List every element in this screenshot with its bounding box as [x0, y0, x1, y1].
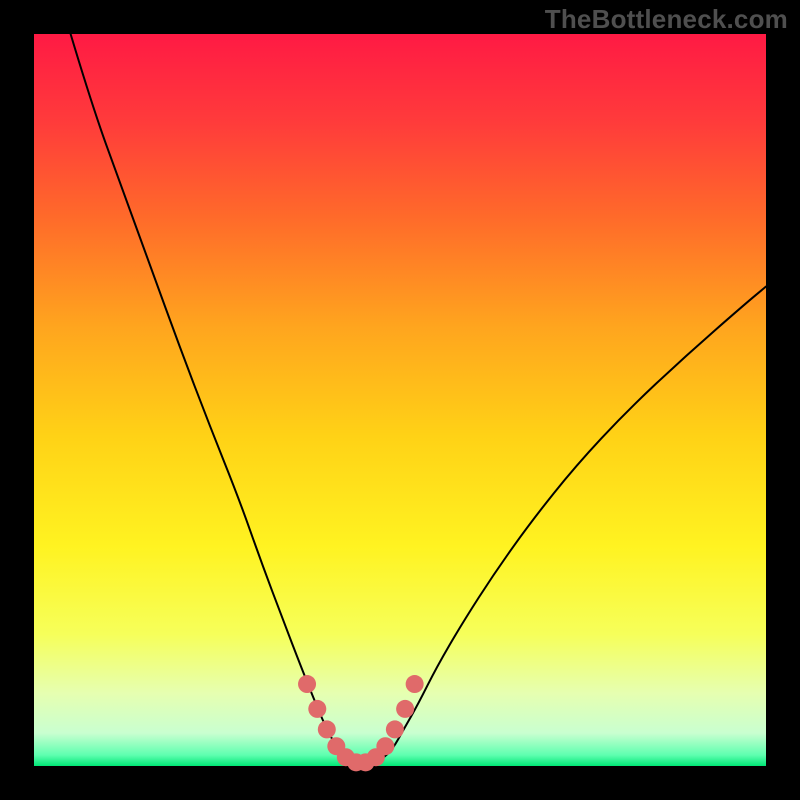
- curve-marker: [386, 720, 404, 738]
- curve-marker: [308, 700, 326, 718]
- chart-container: TheBottleneck.com: [0, 0, 800, 800]
- curve-marker: [298, 675, 316, 693]
- curve-marker: [406, 675, 424, 693]
- curve-marker: [318, 720, 336, 738]
- bottleneck-chart: [0, 0, 800, 800]
- curve-marker: [376, 737, 394, 755]
- curve-marker: [396, 700, 414, 718]
- plot-background: [34, 34, 766, 766]
- watermark-text: TheBottleneck.com: [545, 4, 788, 35]
